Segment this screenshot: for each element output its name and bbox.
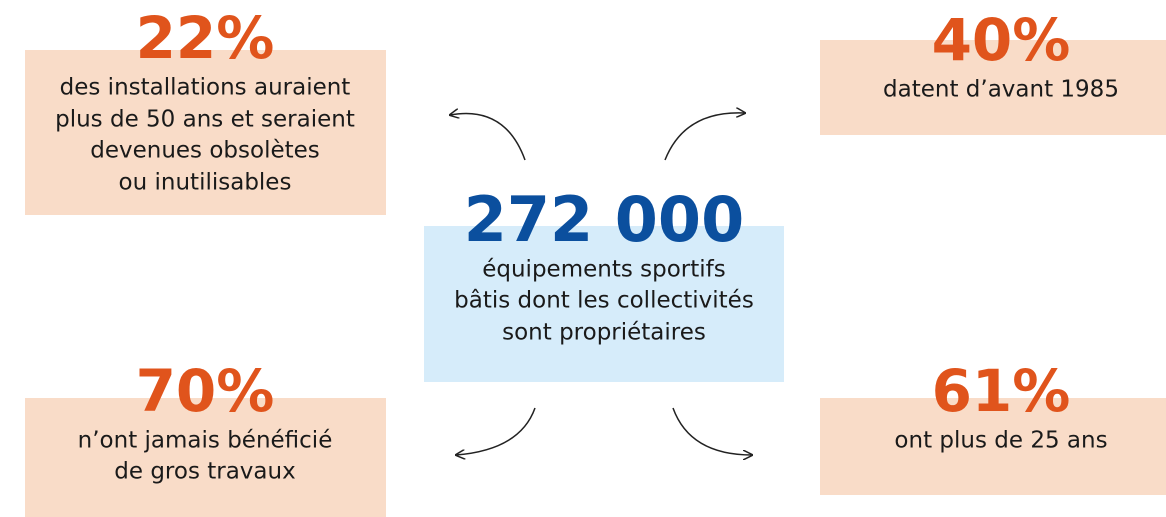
stat-text: des installations auraient xyxy=(60,75,351,101)
stat-text: datent d’avant 1985 xyxy=(883,77,1119,103)
box-bottom-right xyxy=(820,398,1166,495)
stat-text: ou inutilisables xyxy=(119,170,292,196)
stat-text: de gros travaux xyxy=(114,459,295,485)
arrow xyxy=(456,407,536,455)
stat-text: ont plus de 25 ans xyxy=(894,428,1107,454)
stat-value: 61% xyxy=(932,357,1071,425)
center-text: équipements sportifs xyxy=(482,257,726,283)
box-center xyxy=(424,226,784,382)
stat-value: 70% xyxy=(136,357,275,425)
box-top-left xyxy=(25,50,386,215)
stat-text: n’ont jamais bénéficié xyxy=(78,428,333,454)
center-value: 272 000 xyxy=(464,183,744,256)
box-top-right xyxy=(820,40,1166,135)
box-bottom-left xyxy=(25,398,386,517)
stat-value: 22% xyxy=(136,4,275,72)
arrow xyxy=(450,113,526,161)
arrow xyxy=(672,407,752,455)
stat-text: devenues obsolètes xyxy=(90,138,320,164)
center-text: sont propriétaires xyxy=(502,320,706,346)
stat-text: plus de 50 ans et seraient xyxy=(55,107,355,133)
stat-value: 40% xyxy=(932,6,1071,74)
arrow xyxy=(664,113,745,161)
center-text: bâtis dont les collectivités xyxy=(454,288,754,314)
